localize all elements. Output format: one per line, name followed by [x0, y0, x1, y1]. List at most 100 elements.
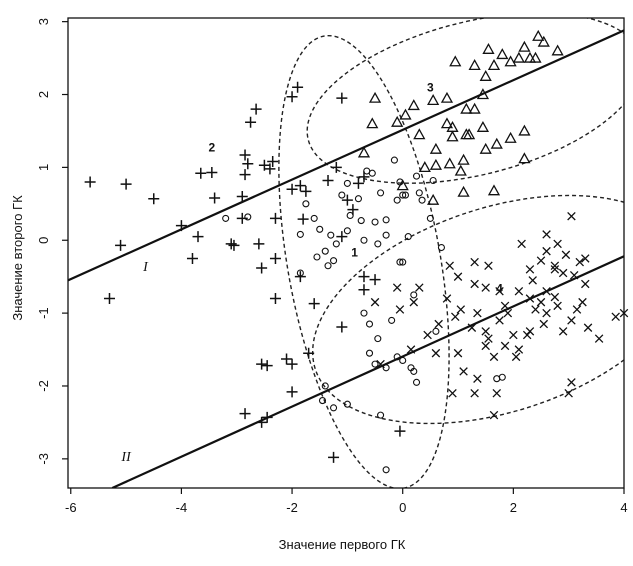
x-point: [553, 239, 562, 249]
y-tick-label: 0: [36, 237, 51, 244]
plus-point: [269, 293, 281, 305]
plus-point: [261, 411, 273, 423]
plus-point: [294, 180, 306, 192]
y-tick-label: -1: [36, 307, 51, 319]
x-point: [448, 389, 457, 398]
x-point: [467, 323, 477, 332]
x-point: [517, 239, 526, 249]
plus-point: [256, 262, 268, 274]
circle-point: [338, 191, 346, 199]
circle-point: [296, 230, 304, 238]
x-point: [392, 283, 402, 292]
circle-point: [377, 411, 385, 419]
plus-point: [192, 231, 204, 243]
y-tick-label: 1: [36, 164, 51, 171]
circle-point: [330, 257, 338, 265]
x-tick-label: 2: [510, 500, 517, 515]
plus-point: [148, 193, 160, 205]
triangle-point: [518, 40, 531, 52]
x-point: [473, 374, 482, 383]
plus-point: [225, 238, 237, 250]
plus-point: [286, 91, 298, 103]
triangle-point: [512, 51, 525, 63]
plus-point: [303, 347, 315, 359]
circle-point: [382, 364, 390, 372]
plus-point: [239, 149, 251, 161]
circle-point: [393, 353, 401, 361]
circle-point: [390, 156, 398, 164]
triangle-point: [413, 128, 426, 140]
triangle-point: [454, 164, 467, 176]
circle-point: [396, 258, 404, 266]
y-tick-label: 2: [36, 91, 51, 98]
x-point: [481, 341, 490, 351]
plus-point: [245, 116, 257, 128]
x-point: [564, 389, 573, 398]
x-point: [500, 341, 510, 351]
x-point: [470, 279, 479, 289]
triangle-point: [468, 59, 481, 71]
triangle-point: [457, 153, 470, 165]
x-point: [542, 246, 551, 256]
annotation-4: 4: [496, 282, 503, 296]
circle-point: [365, 320, 374, 328]
circle-point: [374, 240, 382, 248]
circle-point: [330, 404, 338, 412]
x-point: [581, 279, 590, 289]
circle-point: [415, 189, 423, 197]
triangle-point: [487, 59, 501, 71]
triangle-point: [407, 99, 420, 111]
circle-point: [327, 231, 335, 239]
x-point: [509, 330, 518, 340]
plus-point: [239, 169, 251, 181]
x-point: [536, 256, 546, 265]
circle-point: [332, 240, 340, 248]
triangle-point: [427, 193, 440, 205]
x-point: [376, 359, 385, 369]
x-point: [453, 272, 463, 281]
plus-point: [115, 239, 127, 251]
circle-point: [357, 217, 365, 225]
triangle-point: [490, 137, 503, 149]
x-point: [503, 308, 513, 318]
circle-point: [432, 327, 440, 335]
x-point: [583, 323, 593, 332]
x-point: [395, 305, 405, 314]
circle-point: [437, 243, 445, 252]
x-point: [553, 301, 562, 311]
circle-point: [412, 378, 421, 386]
x-point: [459, 367, 468, 376]
plus-point: [256, 358, 268, 370]
x-point: [542, 230, 551, 239]
x-point: [511, 352, 521, 362]
circle-point: [393, 196, 401, 204]
plus-point: [206, 166, 218, 178]
triangle-point: [518, 124, 531, 136]
circle-point: [363, 167, 371, 175]
x-point: [500, 301, 510, 311]
y-tick-label: -3: [36, 453, 51, 465]
x-point: [470, 257, 479, 267]
triangle-point: [476, 88, 490, 100]
x-point: [575, 257, 585, 267]
axes-layer: -6 -4 -2 0 2 4 3 2 1 0 -1 -2 -3: [36, 17, 628, 515]
triangle-point: [532, 29, 545, 41]
circle-point: [429, 176, 437, 185]
x-point: [539, 319, 549, 329]
plot-frame: [67, 17, 625, 489]
x-point: [522, 330, 532, 340]
circle-point: [313, 253, 321, 261]
plus-point: [328, 451, 340, 463]
circle-point: [412, 172, 421, 180]
x-point: [611, 312, 620, 322]
x-point: [473, 308, 482, 318]
x-tick-label: -2: [286, 500, 298, 515]
plus-point: [308, 298, 320, 310]
plus-point: [103, 293, 115, 305]
plus-point: [242, 158, 254, 170]
triangle-point: [518, 152, 531, 164]
y-axis-title: Значение второго ГК: [10, 195, 25, 321]
plus-point: [322, 174, 334, 186]
triangle-point: [529, 51, 542, 63]
x-point: [415, 283, 424, 292]
